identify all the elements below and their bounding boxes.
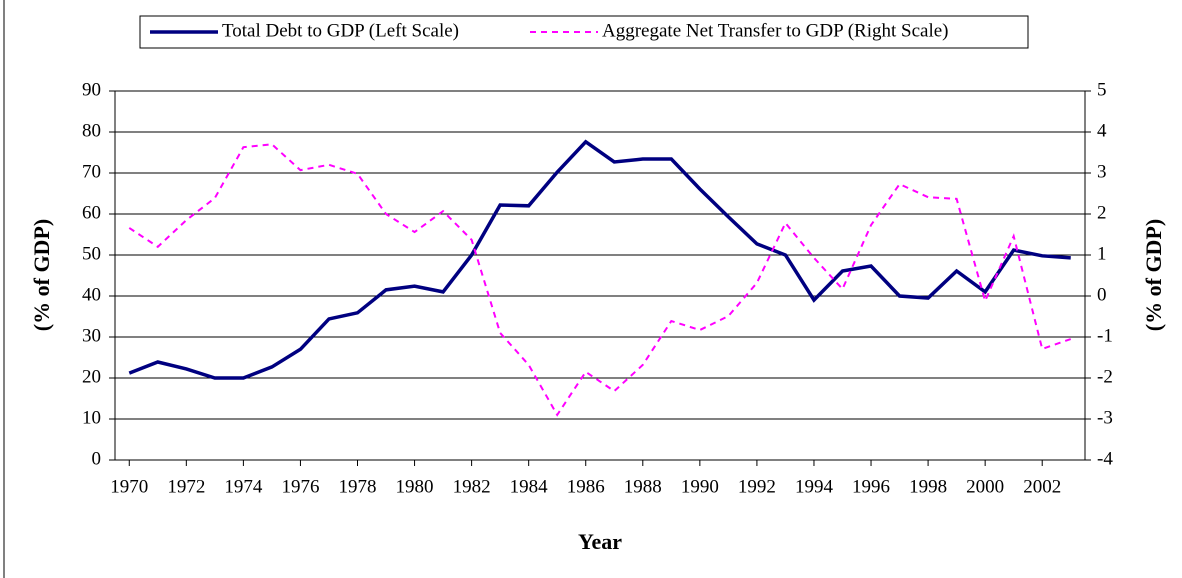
y-tick-label: 90 xyxy=(82,79,101,100)
y2-tick-label: -4 xyxy=(1097,448,1113,469)
y-tick-label: 80 xyxy=(82,120,101,141)
y-axis-label: (% of GDP) xyxy=(29,219,54,331)
x-tick-label: 1984 xyxy=(510,476,549,497)
x-tick-label: 1974 xyxy=(224,476,263,497)
x-tick-label: 1970 xyxy=(110,476,148,497)
y-tick-label: 50 xyxy=(82,243,101,264)
y-tick-label: 20 xyxy=(82,366,101,387)
x-axis-label: Year xyxy=(578,529,622,554)
x-tick-label: 1988 xyxy=(624,476,662,497)
x-tick-label: 2000 xyxy=(966,476,1004,497)
y-tick-label: 0 xyxy=(92,448,102,469)
series-line xyxy=(128,139,1071,380)
y2-tick-label: 1 xyxy=(1097,243,1107,264)
x-tick-label: 1998 xyxy=(909,476,947,497)
legend-label: Total Debt to GDP (Left Scale) xyxy=(222,20,459,41)
y2-tick-label: 4 xyxy=(1097,120,1107,141)
y2-axis-label: (% of GDP) xyxy=(1141,219,1166,331)
x-tick-label: 1990 xyxy=(681,476,719,497)
x-tick-label: 1978 xyxy=(339,476,377,497)
y-tick-label: 40 xyxy=(82,284,101,305)
y-tick-label: 70 xyxy=(82,161,101,182)
plot-frame xyxy=(114,90,1086,461)
x-tick-label: 1996 xyxy=(852,476,890,497)
y2-tick-label: 5 xyxy=(1097,79,1107,100)
x-tick-label: 1982 xyxy=(453,476,491,497)
y2-tick-label: -3 xyxy=(1097,407,1113,428)
legend-label: Aggregate Net Transfer to GDP (Right Sca… xyxy=(602,20,949,41)
x-tick-label: 1976 xyxy=(281,476,319,497)
y-tick-label: 30 xyxy=(82,325,101,346)
chart-frame xyxy=(3,0,5,578)
y2-tick-label: 3 xyxy=(1097,161,1107,182)
legend-box xyxy=(139,15,1029,49)
x-tick-label: 2002 xyxy=(1023,476,1061,497)
x-tick-label: 1986 xyxy=(567,476,605,497)
y2-tick-label: 2 xyxy=(1097,202,1107,223)
x-tick-label: 1994 xyxy=(795,476,834,497)
x-tick-label: 1972 xyxy=(167,476,205,497)
y2-tick-label: 0 xyxy=(1097,284,1107,305)
x-tick-label: 1980 xyxy=(396,476,434,497)
y-tick-label: 10 xyxy=(82,407,101,428)
series-line xyxy=(128,143,1072,417)
y-tick-label: 60 xyxy=(82,202,101,223)
y2-tick-label: -2 xyxy=(1097,366,1113,387)
y2-tick-label: -1 xyxy=(1097,325,1113,346)
x-tick-label: 1992 xyxy=(738,476,776,497)
